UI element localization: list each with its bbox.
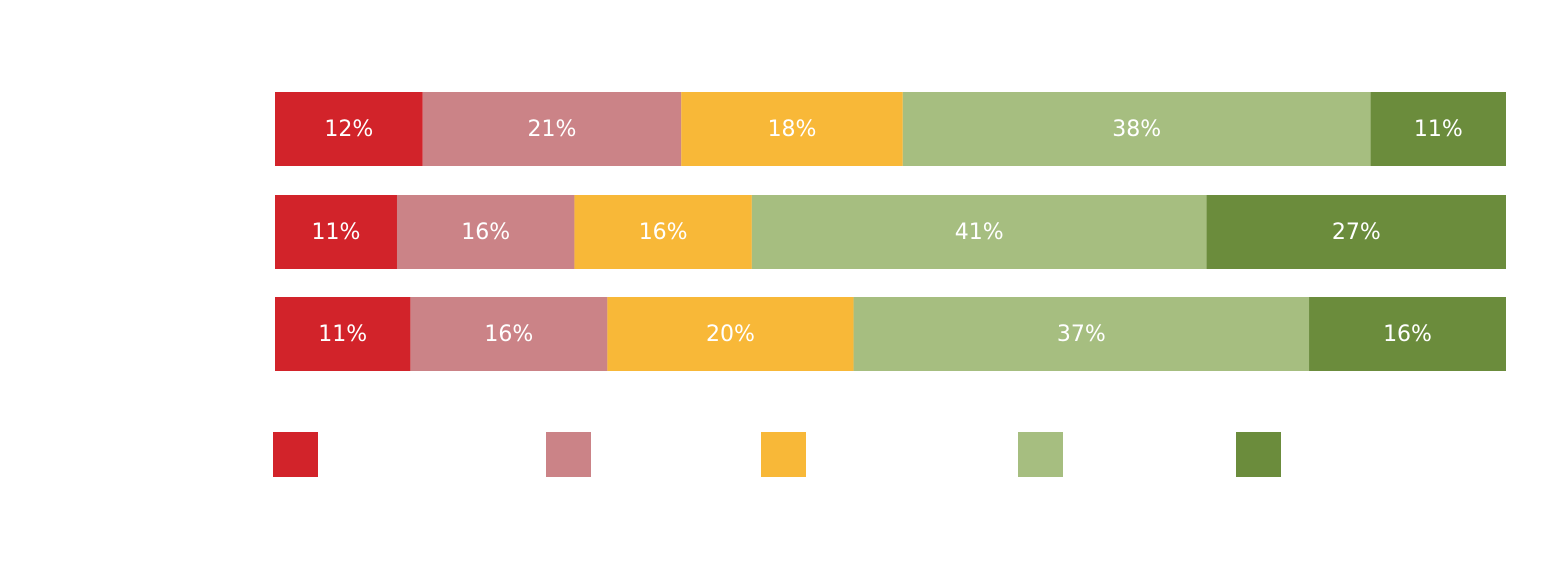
bar-segment	[681, 92, 903, 166]
value-label: 12%	[324, 117, 373, 142]
legend-swatch	[761, 432, 806, 477]
value-label: 11%	[318, 322, 367, 347]
bar-segment	[1309, 297, 1506, 371]
value-label: 20%	[706, 322, 755, 347]
bar-segment	[1370, 92, 1506, 166]
bar-segment	[751, 195, 1207, 269]
value-label: 11%	[1414, 117, 1463, 142]
value-label: 41%	[955, 220, 1004, 245]
value-label: 38%	[1112, 117, 1161, 142]
bar-segment	[574, 195, 752, 269]
legend-swatch	[546, 432, 591, 477]
value-label: 16%	[484, 322, 533, 347]
value-label: 16%	[461, 220, 510, 245]
bar-segment	[275, 92, 423, 166]
value-label: 11%	[312, 220, 361, 245]
bar-segment	[410, 297, 608, 371]
bar-segment	[396, 195, 575, 269]
bar-segment	[902, 92, 1371, 166]
legend-swatch	[1236, 432, 1281, 477]
bar-segment	[1206, 195, 1506, 269]
legend-swatch	[1018, 432, 1063, 477]
legend-swatch	[273, 432, 318, 477]
bar-segment	[853, 297, 1310, 371]
value-label: 16%	[1383, 322, 1432, 347]
bar-segment	[422, 92, 682, 166]
value-label: 16%	[639, 220, 688, 245]
bar-segment	[275, 297, 411, 371]
value-label: 21%	[528, 117, 577, 142]
bar-segment	[275, 195, 397, 269]
value-label: 27%	[1332, 220, 1381, 245]
bar-segment	[607, 297, 854, 371]
value-label: 37%	[1057, 322, 1106, 347]
value-label: 18%	[768, 117, 817, 142]
